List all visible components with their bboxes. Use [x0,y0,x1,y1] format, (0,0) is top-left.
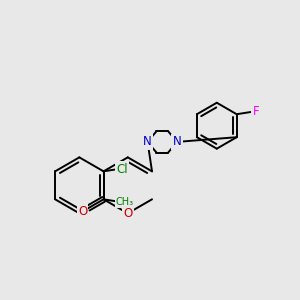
Text: O: O [78,205,87,218]
Text: O: O [123,207,132,220]
Text: F: F [253,105,259,118]
Text: N: N [173,135,182,148]
Text: CH₃: CH₃ [116,197,134,207]
Text: Cl: Cl [116,163,128,176]
Text: N: N [143,135,152,148]
